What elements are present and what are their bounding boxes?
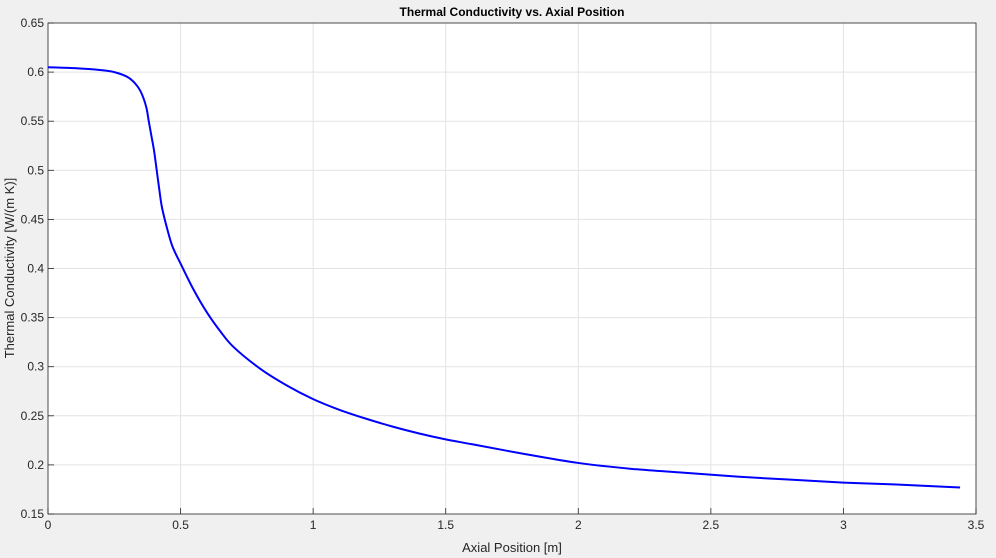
y-tick-label: 0.3 (27, 360, 44, 374)
y-tick-label: 0.6 (27, 65, 44, 79)
x-tick-labels: 0 0.5 1 1.5 2 2.5 3 3.5 (45, 518, 985, 532)
series-line (47, 66, 961, 489)
x-tick-label: 0.5 (172, 518, 189, 532)
chart-title: Thermal Conductivity vs. Axial Position (400, 5, 625, 19)
y-tick-label: 0.15 (21, 507, 45, 521)
x-tick-marks (47, 508, 977, 514)
x-tick-label: 3 (840, 518, 847, 532)
y-tick-label: 0.4 (27, 262, 44, 276)
x-tick-label: 3.5 (968, 518, 985, 532)
x-tick-label: 2.5 (703, 518, 720, 532)
x-tick-label: 1.5 (437, 518, 454, 532)
x-axis-label: Axial Position [m] (462, 540, 562, 555)
x-tick-label: 0 (45, 518, 52, 532)
y-tick-label: 0.2 (27, 458, 44, 472)
y-tick-label: 0.55 (21, 114, 45, 128)
series-group (47, 66, 961, 489)
y-axis-label: Thermal Conductivity [W/(m K)] (2, 178, 17, 359)
y-tick-label: 0.25 (21, 409, 45, 423)
y-tick-marks (48, 22, 54, 515)
y-tick-label: 0.45 (21, 212, 45, 226)
x-tick-label: 2 (575, 518, 582, 532)
y-tick-label: 0.5 (27, 163, 44, 177)
y-tick-labels: 0.15 0.2 0.25 0.3 0.35 0.4 0.45 0.5 0.55 0.6 0.65 (21, 16, 45, 521)
y-tick-label: 0.65 (21, 16, 45, 30)
y-tick-label: 0.35 (21, 311, 45, 325)
x-tick-label: 1 (310, 518, 317, 532)
